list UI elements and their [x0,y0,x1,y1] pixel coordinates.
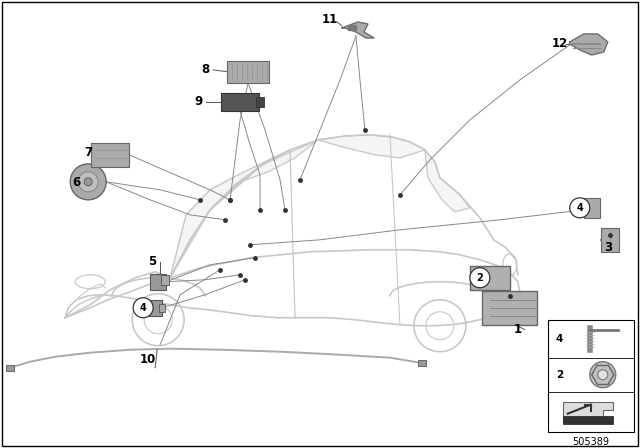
Circle shape [570,198,590,218]
Text: 10: 10 [140,353,156,366]
Circle shape [470,268,490,288]
Circle shape [590,362,616,388]
Polygon shape [318,135,425,158]
Polygon shape [170,150,290,278]
Bar [601,228,619,252]
Text: 4: 4 [556,334,563,344]
Text: 505389: 505389 [572,437,609,447]
Text: 2: 2 [556,370,563,380]
Text: 4: 4 [577,203,583,213]
Polygon shape [210,140,318,210]
Text: 4: 4 [140,303,147,313]
Text: 8: 8 [201,64,209,77]
Text: 3: 3 [604,241,612,254]
Text: 12: 12 [552,38,568,51]
Bar [6,365,14,370]
Bar [256,97,264,107]
Bar [563,416,612,424]
Bar [221,93,259,111]
Bar [227,61,269,83]
Bar [548,320,634,431]
Bar [584,198,600,218]
Text: 5: 5 [148,255,156,268]
Text: 2: 2 [477,273,483,283]
Text: 6: 6 [72,177,81,190]
Polygon shape [425,150,470,212]
Circle shape [70,164,106,200]
Polygon shape [342,22,374,38]
Text: 11: 11 [322,13,338,26]
Bar [159,304,165,312]
Bar [150,274,166,290]
Text: 7: 7 [84,146,92,159]
Bar [418,360,426,366]
Circle shape [78,172,98,192]
Circle shape [84,178,92,186]
Polygon shape [570,34,608,55]
Bar [483,291,538,325]
Text: 9: 9 [194,95,202,108]
Bar [470,266,510,290]
Bar [148,300,162,316]
Text: 1: 1 [514,323,522,336]
Bar [91,143,129,167]
Polygon shape [563,402,612,422]
Polygon shape [348,25,356,30]
Bar [161,275,169,285]
Circle shape [598,370,608,379]
Circle shape [133,298,153,318]
